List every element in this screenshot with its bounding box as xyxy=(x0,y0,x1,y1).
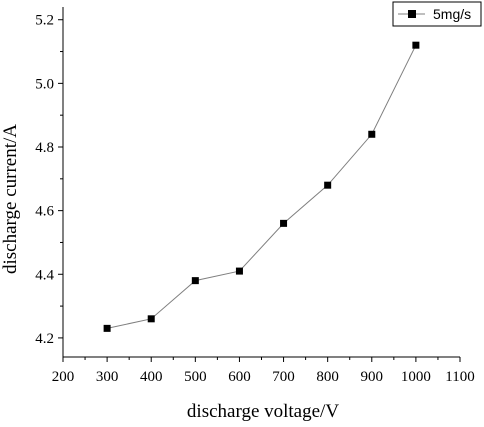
y-axis-title: discharge current/A xyxy=(0,124,21,274)
y-tick-label: 4.6 xyxy=(35,204,54,220)
y-tick-label: 5.0 xyxy=(35,76,54,92)
x-tick-label: 1000 xyxy=(401,369,431,385)
data-point-marker xyxy=(280,219,288,227)
x-axis-title: discharge voltage/V xyxy=(187,401,339,422)
x-ticks: 200 300 400 500 600 700 800 900 1000 1100 xyxy=(52,357,475,385)
x-tick-label: 600 xyxy=(228,369,251,385)
y-ticks: 4.2 4.4 4.6 4.8 5.0 5.2 xyxy=(35,13,63,347)
data-point-marker xyxy=(235,267,243,275)
data-point-marker xyxy=(368,130,376,138)
x-tick-label: 400 xyxy=(140,369,163,385)
x-tick-label: 900 xyxy=(361,369,384,385)
legend: 5mg/s xyxy=(392,1,482,27)
x-tick-label: 300 xyxy=(96,369,119,385)
y-tick-label: 4.4 xyxy=(35,267,54,283)
data-point-marker xyxy=(412,41,420,49)
data-point-marker xyxy=(147,315,155,323)
data-point-marker xyxy=(191,277,199,285)
y-tick-label: 4.8 xyxy=(35,140,54,156)
legend-marker-square xyxy=(408,10,416,18)
x-tick-label: 700 xyxy=(272,369,295,385)
x-tick-label: 800 xyxy=(316,369,339,385)
x-tick-label: 200 xyxy=(52,369,75,385)
legend-label-5mg-s: 5mg/s xyxy=(433,6,471,22)
series-line xyxy=(107,44,417,329)
series-layer xyxy=(103,41,420,332)
axes xyxy=(62,7,460,358)
data-point-marker xyxy=(103,324,111,332)
x-tick-label: 500 xyxy=(184,369,207,385)
y-tick-label: 4.2 xyxy=(35,331,54,347)
y-tick-label: 5.2 xyxy=(35,13,54,29)
x-tick-label: 1100 xyxy=(445,369,474,385)
data-point-marker xyxy=(324,181,332,189)
